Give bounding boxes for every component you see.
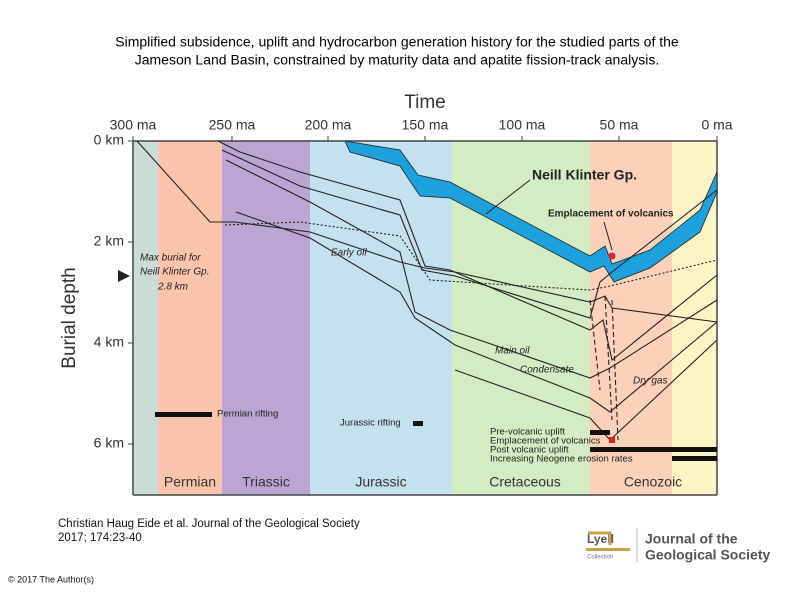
zone-label: Condensate (520, 365, 574, 376)
legend-label: Post volcanic uplift (490, 445, 569, 456)
logo-text: Collection (587, 555, 613, 561)
lyell-logo (586, 528, 638, 562)
max-burial-marker (118, 270, 130, 282)
period-label: Triassic (242, 474, 290, 490)
permian-rifting-label: Permian rifting (217, 409, 278, 420)
logo-text: Geological Society (645, 547, 770, 563)
volcanics-label: Emplacement of volcanics (548, 209, 674, 220)
max-burial-label: Max burial for (140, 253, 201, 264)
depth-tick-label: 4 km (94, 334, 124, 350)
title-line-2: Jameson Land Basin, constrained by matur… (135, 52, 660, 68)
time-tick-label: 200 ma (305, 117, 352, 133)
time-tick-label: 0 ma (701, 117, 732, 133)
time-tick-label: 300 ma (110, 117, 157, 133)
time-tick-label: 150 ma (402, 117, 449, 133)
unit-pointer (485, 179, 531, 215)
zone-label: Early oil (331, 248, 367, 259)
max-burial-label: Neill Klinter Gp. (140, 267, 209, 278)
unit-label: Neill Klinter Gp. (532, 167, 637, 183)
burial-curves (136, 140, 718, 441)
jurassic-rifting-label: Jurassic rifting (340, 418, 401, 429)
depth-title: Burial depth (59, 267, 80, 368)
neill-klinter-band (344, 140, 718, 283)
volcanics-marker (608, 252, 616, 260)
depth-tick-label: 2 km (94, 233, 124, 249)
zone-label: Dry gas (633, 376, 667, 387)
time-tick-label: 100 ma (499, 117, 546, 133)
tick-marks (128, 136, 718, 445)
legend-label: Pre-volcanic uplift (490, 427, 565, 438)
title-line-1: Simplified subsidence, uplift and hydroc… (115, 34, 679, 50)
time-title: Time (404, 92, 446, 113)
copyright: © 2017 The Author(s) (8, 574, 94, 584)
period-label: Cenozoic (624, 474, 682, 490)
logo-text: Lyell (587, 532, 614, 546)
legend-label: Increasing Neogene erosion rates (490, 454, 633, 465)
depth-tick-label: 0 km (94, 132, 124, 148)
time-tick-label: 50 ma (600, 117, 639, 133)
period-bands (132, 140, 718, 496)
citation: 2017; 174:23-40 (58, 532, 142, 544)
legend-label: Emplacement of volcanics (490, 436, 601, 447)
zone-label: Main oil (495, 346, 530, 357)
event-bars (155, 412, 717, 461)
depth-tick-label: 6 km (94, 435, 124, 451)
max-burial-label: 2.8 km (157, 282, 188, 293)
period-label: Jurassic (355, 474, 406, 490)
period-label: Cretaceous (489, 474, 561, 490)
period-label: Permian (164, 474, 216, 490)
time-tick-label: 250 ma (209, 117, 256, 133)
logo-text: Journal of the (645, 531, 738, 547)
volcanics-pointer (603, 221, 613, 251)
citation: Christian Haug Eide et al. Journal of th… (58, 518, 360, 530)
